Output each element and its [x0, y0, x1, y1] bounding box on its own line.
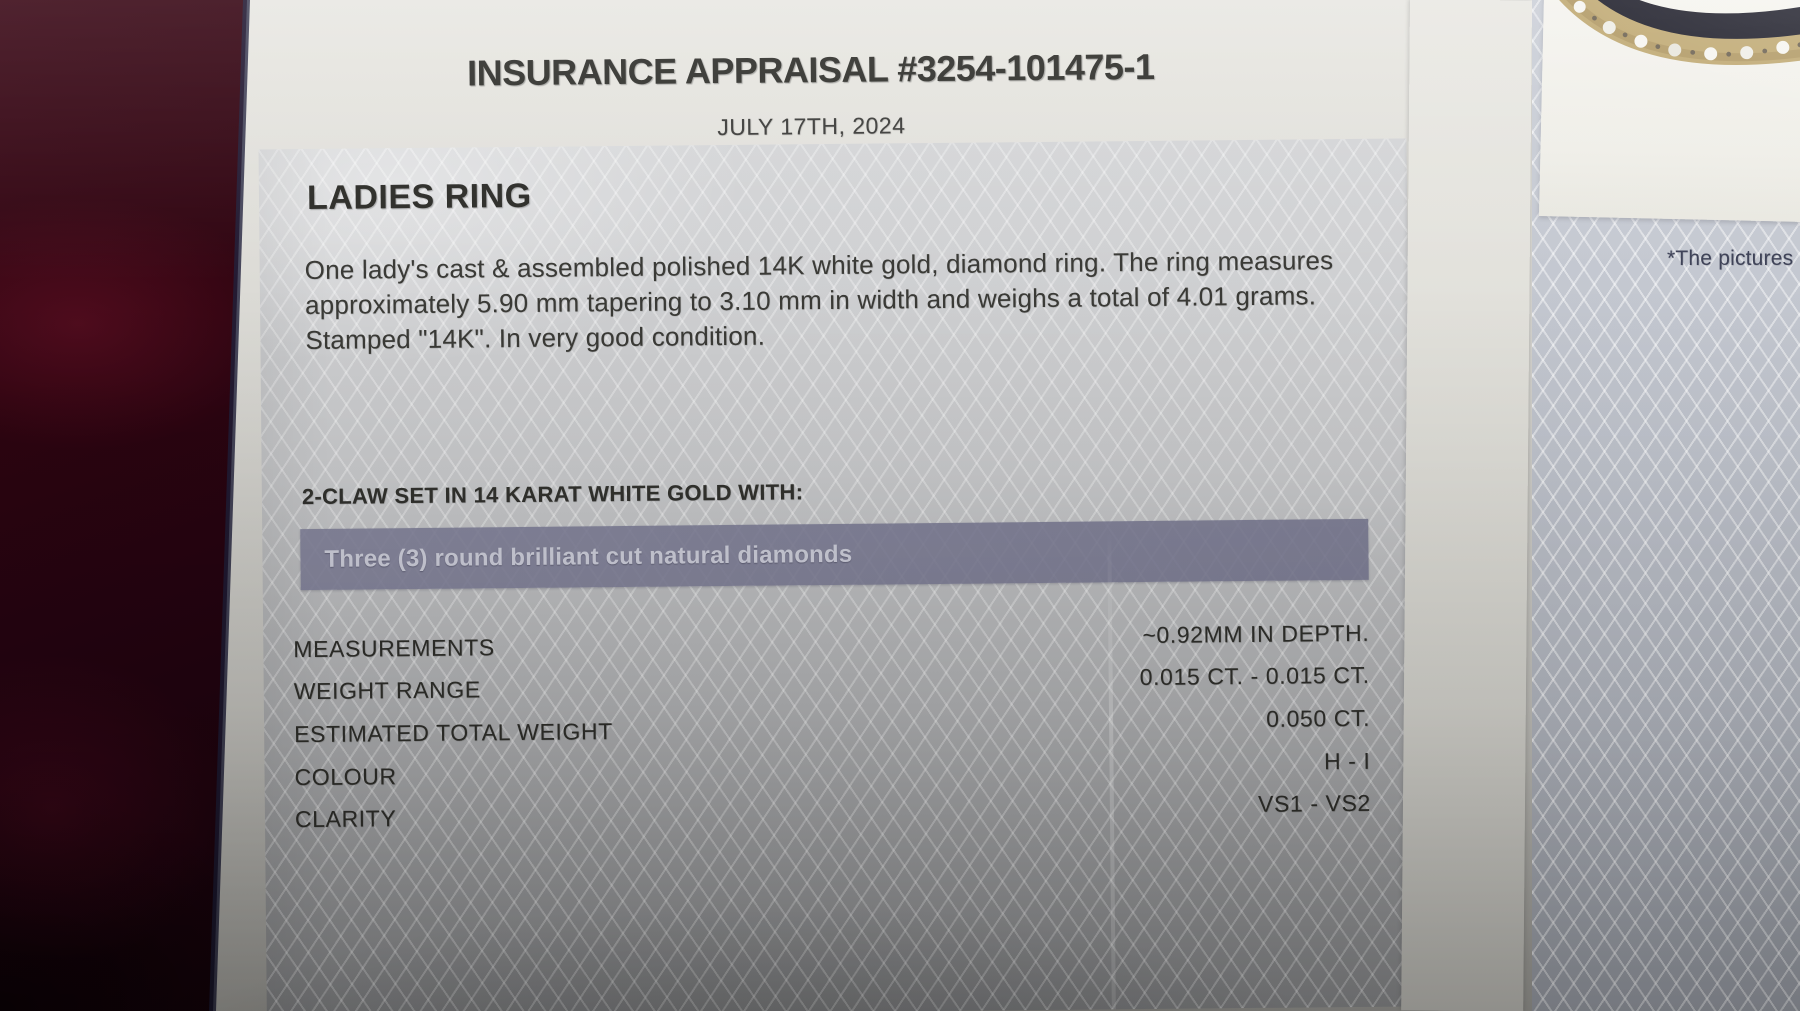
ring-icon — [1539, 0, 1800, 65]
spec-value: 0.050 CT. — [1266, 704, 1371, 732]
item-details-panel: LADIES RING One lady's cast & assembled … — [258, 138, 1415, 1011]
spec-value: H - I — [1323, 747, 1371, 775]
spec-label: COLOUR — [294, 763, 397, 791]
spec-label: CLARITY — [294, 805, 397, 833]
item-heading: LADIES RING — [306, 176, 532, 218]
spec-value: VS1 - VS2 — [1257, 789, 1371, 817]
spec-value: 0.015 CT. - 0.015 CT. — [1139, 661, 1370, 691]
stone-banner: Three (3) round brilliant cut natural di… — [300, 518, 1369, 591]
velvet-sheen — [0, 0, 247, 1011]
ring-photo — [1538, 0, 1800, 223]
spec-label: WEIGHT RANGE — [293, 676, 481, 705]
photo-panel: *The pictures s — [1532, 0, 1800, 1011]
photo-disclaimer: *The pictures s — [1667, 247, 1800, 270]
item-description: One lady's cast & assembled polished 14K… — [304, 245, 1334, 356]
page-gutter — [1401, 0, 1532, 1011]
spec-label: ESTIMATED TOTAL WEIGHT — [294, 718, 613, 748]
appraisal-title: INSURANCE APPRAISAL #3254-101475-1 — [466, 45, 1155, 94]
spec-value: ~0.92MM IN DEPTH. — [1142, 619, 1370, 649]
spec-label: MEASUREMENTS — [293, 634, 495, 663]
stone-banner-text: Three (3) round brilliant cut natural di… — [324, 540, 853, 573]
setting-heading: 2-CLAW SET IN 14 KARAT WHITE GOLD WITH: — [301, 479, 804, 510]
